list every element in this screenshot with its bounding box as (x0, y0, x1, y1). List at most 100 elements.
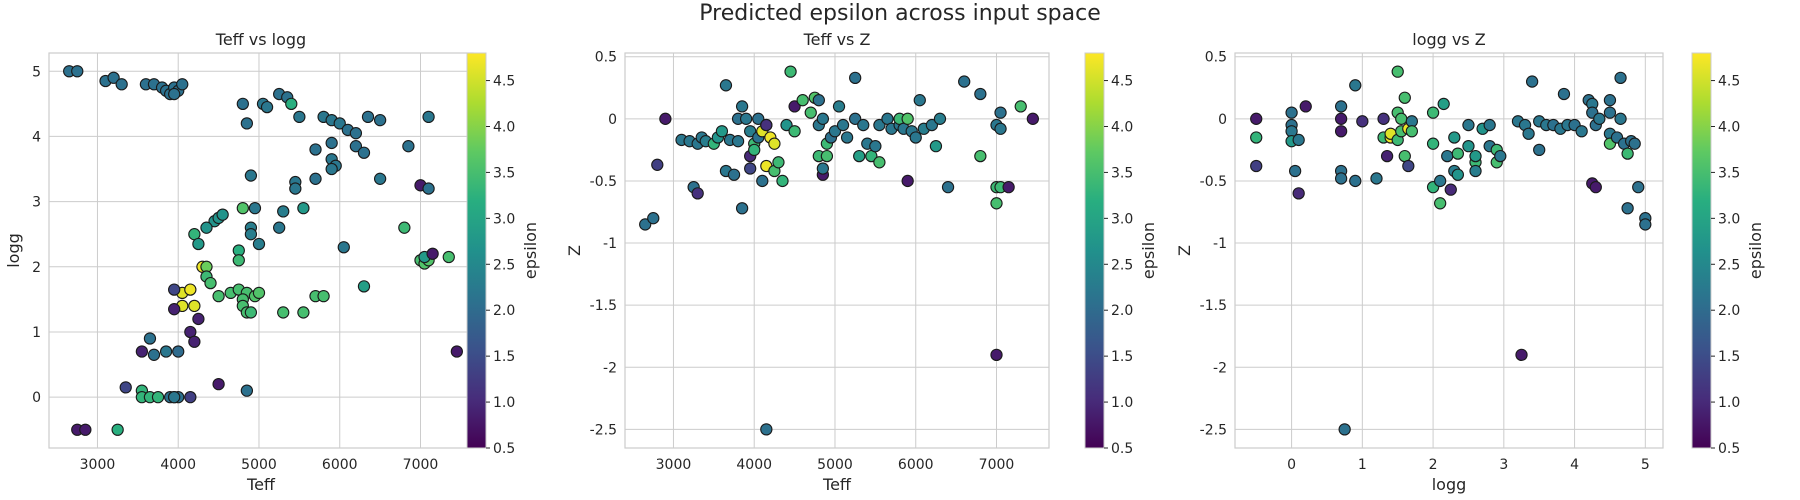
y-tick-label: -1 (1213, 236, 1227, 252)
scatter-point (727, 168, 741, 181)
scatter-point (873, 118, 886, 132)
scatter-point (188, 299, 201, 313)
colorbar-tick-label: 2.5 (1111, 257, 1133, 273)
colorbar-gradient (1084, 52, 1105, 449)
x-tick-label: 3000 (80, 457, 116, 473)
x-tick-label: 5000 (241, 457, 277, 473)
y-tick-label: 0.5 (1205, 50, 1227, 66)
y-tick-label: 4 (32, 129, 41, 145)
scatter-point (849, 112, 862, 125)
scatter-point (796, 94, 809, 107)
y-tick-label: -1 (603, 236, 617, 252)
scatter-point (252, 237, 266, 251)
scatter-point (119, 381, 132, 394)
scatter-point (1292, 187, 1305, 200)
scatter-point (1338, 423, 1351, 436)
scatter-point (760, 423, 773, 436)
scatter-point (974, 149, 987, 163)
scatter-point (289, 182, 302, 195)
scatter-point (147, 348, 161, 361)
scatter-point (1288, 164, 1302, 178)
scatter-point (373, 172, 387, 185)
scatter-point (1603, 106, 1617, 119)
scatter-point (1494, 149, 1507, 163)
scatter-point (1002, 181, 1015, 194)
scatter-point (450, 345, 463, 358)
scatter-point (236, 97, 249, 110)
scatter-point (236, 201, 249, 215)
scatter-point (1522, 127, 1535, 140)
scatter-point (176, 78, 189, 91)
scatter-point (760, 118, 773, 132)
scatter-point (151, 391, 165, 404)
y-tick-label: -1.5 (590, 298, 617, 314)
colorbar-tick-label: 0.5 (493, 441, 515, 457)
scatter-point (816, 112, 830, 125)
scatter-point (925, 118, 939, 132)
y-axis-label: Z (565, 245, 584, 256)
scatter-point (373, 113, 387, 127)
scatter-point (168, 303, 181, 316)
panel-title: logg vs Z (1412, 30, 1486, 49)
scatter-point (361, 110, 375, 124)
scatter-point (297, 201, 310, 215)
scatter-point (1525, 75, 1539, 88)
scatter-point (840, 131, 854, 144)
scatter-point (731, 135, 745, 148)
x-tick-label: 6000 (322, 457, 358, 473)
scatter-point (135, 345, 149, 358)
x-tick-label: 1 (1358, 457, 1367, 473)
scatter-point (788, 125, 801, 138)
scatter-point (244, 169, 258, 182)
scatter-point (216, 208, 229, 221)
scatter-point (780, 118, 793, 132)
scatter-point (828, 125, 842, 138)
scatter-point (277, 205, 290, 218)
colorbar-tick-label: 1.5 (1718, 349, 1740, 365)
scatter-point (422, 110, 435, 124)
colorbar-label: epsilon (1139, 222, 1158, 279)
y-tick-label: 1 (32, 325, 41, 341)
scatter-point (776, 174, 789, 188)
scatter-point (719, 79, 733, 92)
scatter-point (909, 131, 922, 144)
scatter-point (1557, 87, 1571, 101)
scatter-point (1014, 100, 1027, 113)
scatter-point (1426, 137, 1440, 150)
scatter-point (1444, 183, 1457, 196)
x-axis-label: logg (1432, 475, 1467, 494)
scatter-point (1462, 118, 1475, 132)
y-tick-label: -2.5 (1200, 422, 1227, 438)
colorbar-tick-label: 3.5 (1718, 165, 1740, 181)
colorbar-tick-label: 3.5 (1111, 165, 1133, 181)
x-axis-label: Teff (822, 475, 852, 494)
scatter-point (212, 377, 225, 391)
scatter-point (1437, 97, 1450, 111)
scatter-point (1299, 100, 1312, 113)
scatter-point (188, 335, 201, 348)
scatter-point (252, 286, 266, 300)
scatter-point (1434, 197, 1447, 210)
x-tick-label: 3000 (656, 457, 692, 473)
scatter-point (212, 289, 225, 303)
colorbar-gradient (466, 52, 487, 449)
y-tick-label: -2.5 (590, 422, 617, 438)
scatter-point (1628, 137, 1641, 150)
scatter-point (1334, 112, 1348, 125)
scatter-point (325, 162, 338, 176)
scatter-point (752, 112, 765, 125)
scatter-point (1639, 218, 1652, 231)
colorbar: 0.5 1.0 1.5 2.0 2.5 3.0 3.5 4.0 4.5 epsilon (1084, 52, 1158, 457)
scatter-point (958, 75, 971, 88)
scatter-point (168, 87, 181, 101)
scatter-point (1370, 172, 1383, 185)
scatter-point (990, 348, 1003, 361)
scatter-point (349, 140, 363, 153)
scatter-point (691, 187, 704, 200)
scatter-point (784, 65, 797, 78)
x-tick-label: 0 (1287, 457, 1296, 473)
scatter-point (1441, 149, 1454, 163)
scatter-point (849, 71, 862, 84)
colorbar: 0.5 1.0 1.5 2.0 2.5 3.0 3.5 4.0 4.5 epsilon (1691, 52, 1765, 457)
